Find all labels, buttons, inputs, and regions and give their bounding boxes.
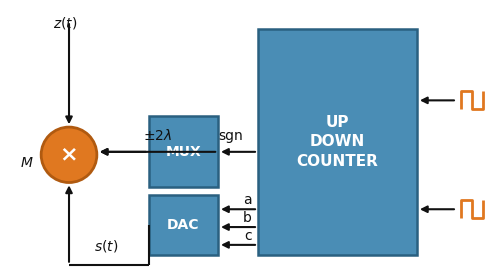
Text: UP
DOWN
COUNTER: UP DOWN COUNTER bbox=[296, 115, 378, 169]
Text: b: b bbox=[243, 211, 252, 225]
Text: $z(t)$: $z(t)$ bbox=[53, 15, 78, 31]
Text: $\pm 2\lambda$: $\pm 2\lambda$ bbox=[143, 128, 172, 143]
Bar bbox=[148, 116, 218, 187]
Circle shape bbox=[41, 127, 97, 183]
Text: $M$: $M$ bbox=[20, 156, 33, 170]
Text: DAC: DAC bbox=[167, 218, 200, 232]
Text: MUX: MUX bbox=[166, 145, 201, 159]
Text: $s(t)$: $s(t)$ bbox=[94, 238, 118, 254]
Text: c: c bbox=[244, 229, 252, 243]
Text: ×: × bbox=[60, 145, 78, 165]
Bar bbox=[148, 195, 218, 255]
Text: sgn: sgn bbox=[218, 129, 244, 143]
Bar bbox=[258, 29, 417, 255]
Text: a: a bbox=[244, 193, 252, 207]
